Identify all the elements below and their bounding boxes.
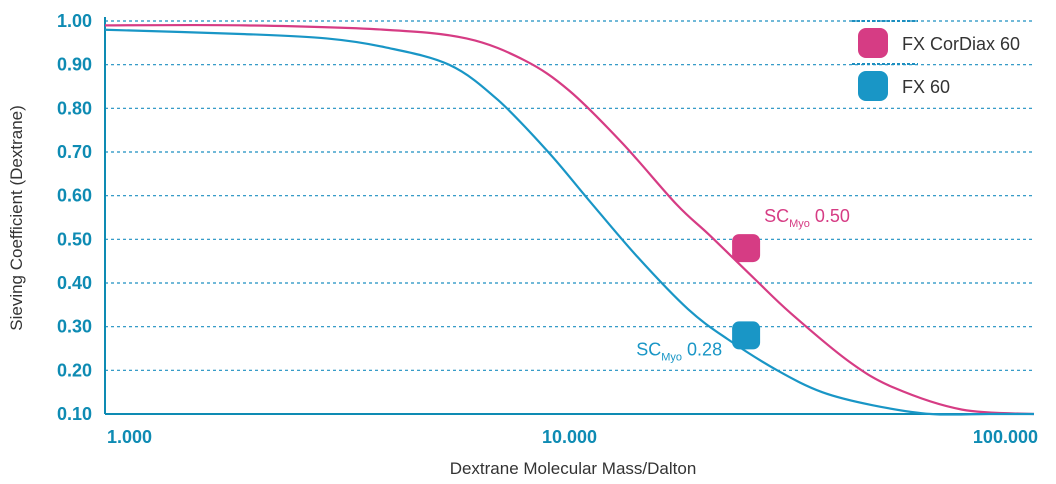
y-tick-label: 0.40 — [57, 273, 92, 293]
y-tick-label: 0.90 — [57, 55, 92, 75]
legend-label: FX 60 — [902, 77, 950, 97]
y-tick-label: 0.70 — [57, 142, 92, 162]
data-series — [104, 23, 1035, 416]
series-line-fx-cordiax-60 — [104, 23, 1035, 416]
axes — [104, 17, 1034, 415]
legend-label: FX CorDiax 60 — [902, 34, 1020, 54]
sc-myo-label: SCMyo 0.50 — [764, 206, 850, 230]
y-tick-label: 0.20 — [57, 360, 92, 380]
annotations: SCMyo 0.50 SCMyo 0.28 — [636, 206, 850, 363]
x-axis-label: Dextrane Molecular Mass/Dalton — [450, 459, 697, 478]
y-tick-label: 1.00 — [57, 11, 92, 31]
legend: FX CorDiax 60 FX 60 — [852, 20, 1020, 101]
y-tick-label: 0.30 — [57, 317, 92, 337]
x-tick-labels: 1.000 10.000 100.000 — [107, 427, 1038, 447]
sc-myo-label: SCMyo 0.28 — [636, 339, 722, 363]
y-tick-label: 0.80 — [57, 98, 92, 118]
legend-swatch — [858, 28, 888, 58]
y-tick-label: 0.50 — [57, 229, 92, 249]
y-tick-label: 0.60 — [57, 186, 92, 206]
y-axis-label: Sieving Coefficient (Dextrane) — [7, 105, 26, 331]
sc-myo-marker — [732, 234, 761, 263]
x-tick-label: 1.000 — [107, 427, 152, 447]
x-tick-label: 100.000 — [973, 427, 1038, 447]
y-tick-label: 0.10 — [57, 404, 92, 424]
grid-lines — [105, 20, 1034, 371]
legend-swatch — [858, 71, 888, 101]
sc-myo-marker — [732, 321, 761, 350]
x-tick-label: 10.000 — [542, 427, 597, 447]
series-line-fx-60 — [104, 28, 1034, 416]
y-tick-labels: 0.10 0.20 0.30 0.40 0.50 0.60 0.70 0.80 0.90 1.00 — [57, 11, 92, 424]
